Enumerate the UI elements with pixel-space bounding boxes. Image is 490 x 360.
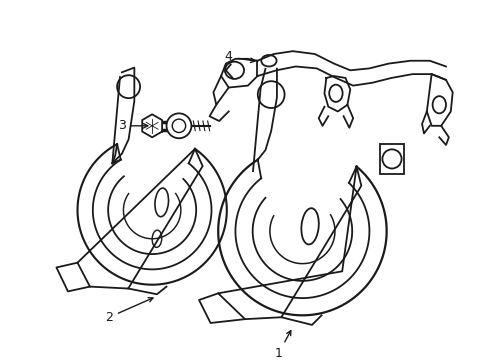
Polygon shape — [142, 114, 162, 137]
Text: 1: 1 — [274, 330, 291, 360]
Text: 2: 2 — [105, 298, 153, 324]
Circle shape — [167, 113, 192, 138]
Text: 3: 3 — [118, 119, 148, 132]
FancyBboxPatch shape — [381, 144, 404, 174]
Text: 4: 4 — [225, 50, 255, 63]
